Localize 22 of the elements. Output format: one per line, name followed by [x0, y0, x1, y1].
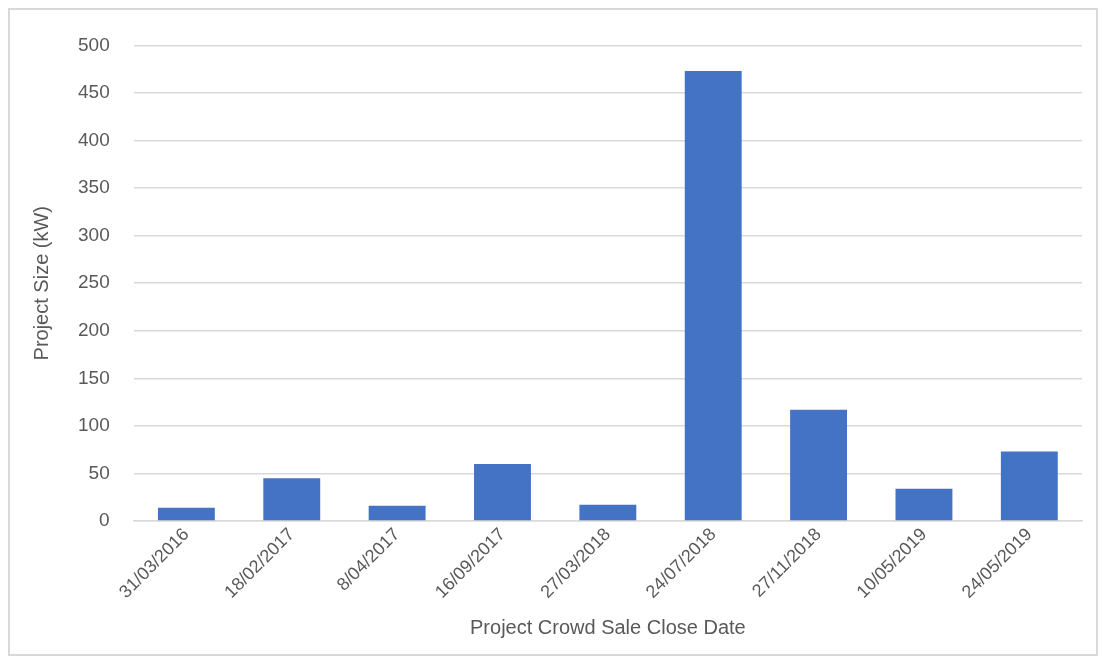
bar — [474, 463, 531, 521]
y-tick-label: 350 — [78, 176, 110, 198]
bar — [790, 409, 848, 521]
bar — [684, 71, 742, 521]
y-tick-label: 300 — [78, 223, 110, 245]
bar — [895, 488, 953, 521]
y-tick-label: 400 — [78, 128, 110, 150]
y-axis-title: Project Size (kW) — [29, 205, 52, 361]
y-tick-label: 500 — [78, 33, 110, 55]
y-tick-label: 100 — [78, 414, 110, 436]
bar — [579, 504, 637, 521]
bar — [1000, 451, 1058, 521]
bar — [263, 478, 321, 521]
bar — [157, 507, 215, 521]
y-tick-label: 450 — [78, 81, 110, 103]
x-axis-title: Project Crowd Sale Close Date — [470, 615, 746, 638]
y-tick-label: 200 — [78, 319, 110, 341]
y-tick-label: 0 — [99, 509, 110, 531]
bar — [368, 505, 426, 521]
y-tick-label: 50 — [88, 461, 110, 483]
y-tick-label: 250 — [78, 271, 110, 293]
y-tick-label: 150 — [78, 366, 110, 388]
